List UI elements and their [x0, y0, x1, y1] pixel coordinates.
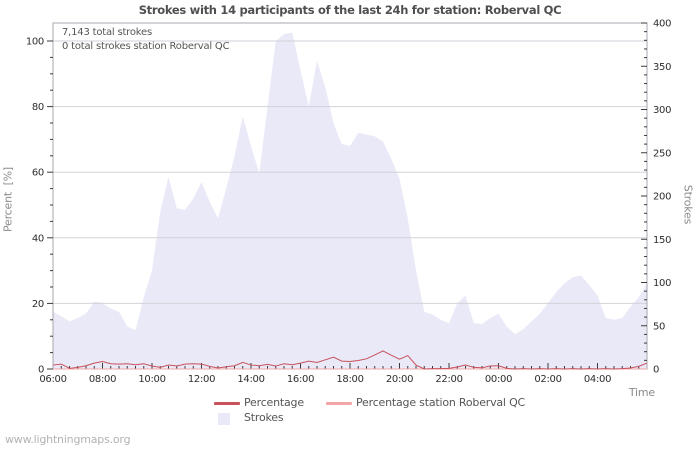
legend-station-label: Percentage station Roberval QC	[356, 396, 526, 409]
svg-text:06:00: 06:00	[39, 374, 66, 385]
svg-text:300: 300	[653, 105, 671, 116]
svg-text:200: 200	[653, 192, 671, 203]
svg-text:0: 0	[38, 365, 44, 376]
svg-text:250: 250	[653, 148, 671, 159]
chart-legend: Percentage Percentage station Roberval Q…	[212, 396, 632, 432]
svg-text:40: 40	[32, 233, 44, 244]
svg-text:0: 0	[653, 365, 659, 376]
svg-text:18:00: 18:00	[336, 374, 363, 385]
legend-percentage-label: Percentage	[244, 396, 304, 409]
x-axis-title: Time	[628, 386, 655, 399]
svg-text:20:00: 20:00	[386, 374, 413, 385]
svg-text:100: 100	[653, 278, 671, 289]
svg-text:22:00: 22:00	[435, 374, 462, 385]
svg-text:350: 350	[653, 62, 671, 73]
chart-title: Strokes with 14 participants of the last…	[138, 3, 562, 17]
left-axis-title: Percent [%]	[1, 166, 15, 233]
percentage-line-swatch	[214, 402, 240, 405]
svg-text:80: 80	[32, 102, 44, 113]
svg-text:100: 100	[26, 37, 44, 48]
svg-text:14:00: 14:00	[237, 374, 264, 385]
svg-text:08:00: 08:00	[89, 374, 116, 385]
svg-text:00:00: 00:00	[485, 374, 512, 385]
svg-text:10:00: 10:00	[138, 374, 165, 385]
svg-text:60: 60	[32, 168, 44, 179]
svg-text:50: 50	[653, 321, 665, 332]
strokes-area-swatch	[218, 413, 230, 425]
svg-text:04:00: 04:00	[584, 374, 611, 385]
legend-strokes-label: Strokes	[244, 411, 284, 424]
svg-text:400: 400	[653, 19, 671, 30]
station-total-annotation: 0 total strokes station Roberval QC	[62, 41, 230, 52]
svg-text:16:00: 16:00	[287, 374, 314, 385]
total-strokes-annotation: 7,143 total strokes	[62, 27, 152, 38]
right-axis-title: Strokes	[681, 184, 695, 225]
svg-text:02:00: 02:00	[534, 374, 561, 385]
station-line-swatch	[326, 402, 352, 405]
svg-text:150: 150	[653, 235, 671, 246]
watermark-link: www.lightningmaps.org	[5, 433, 131, 446]
svg-text:12:00: 12:00	[188, 374, 215, 385]
svg-text:20: 20	[32, 299, 44, 310]
